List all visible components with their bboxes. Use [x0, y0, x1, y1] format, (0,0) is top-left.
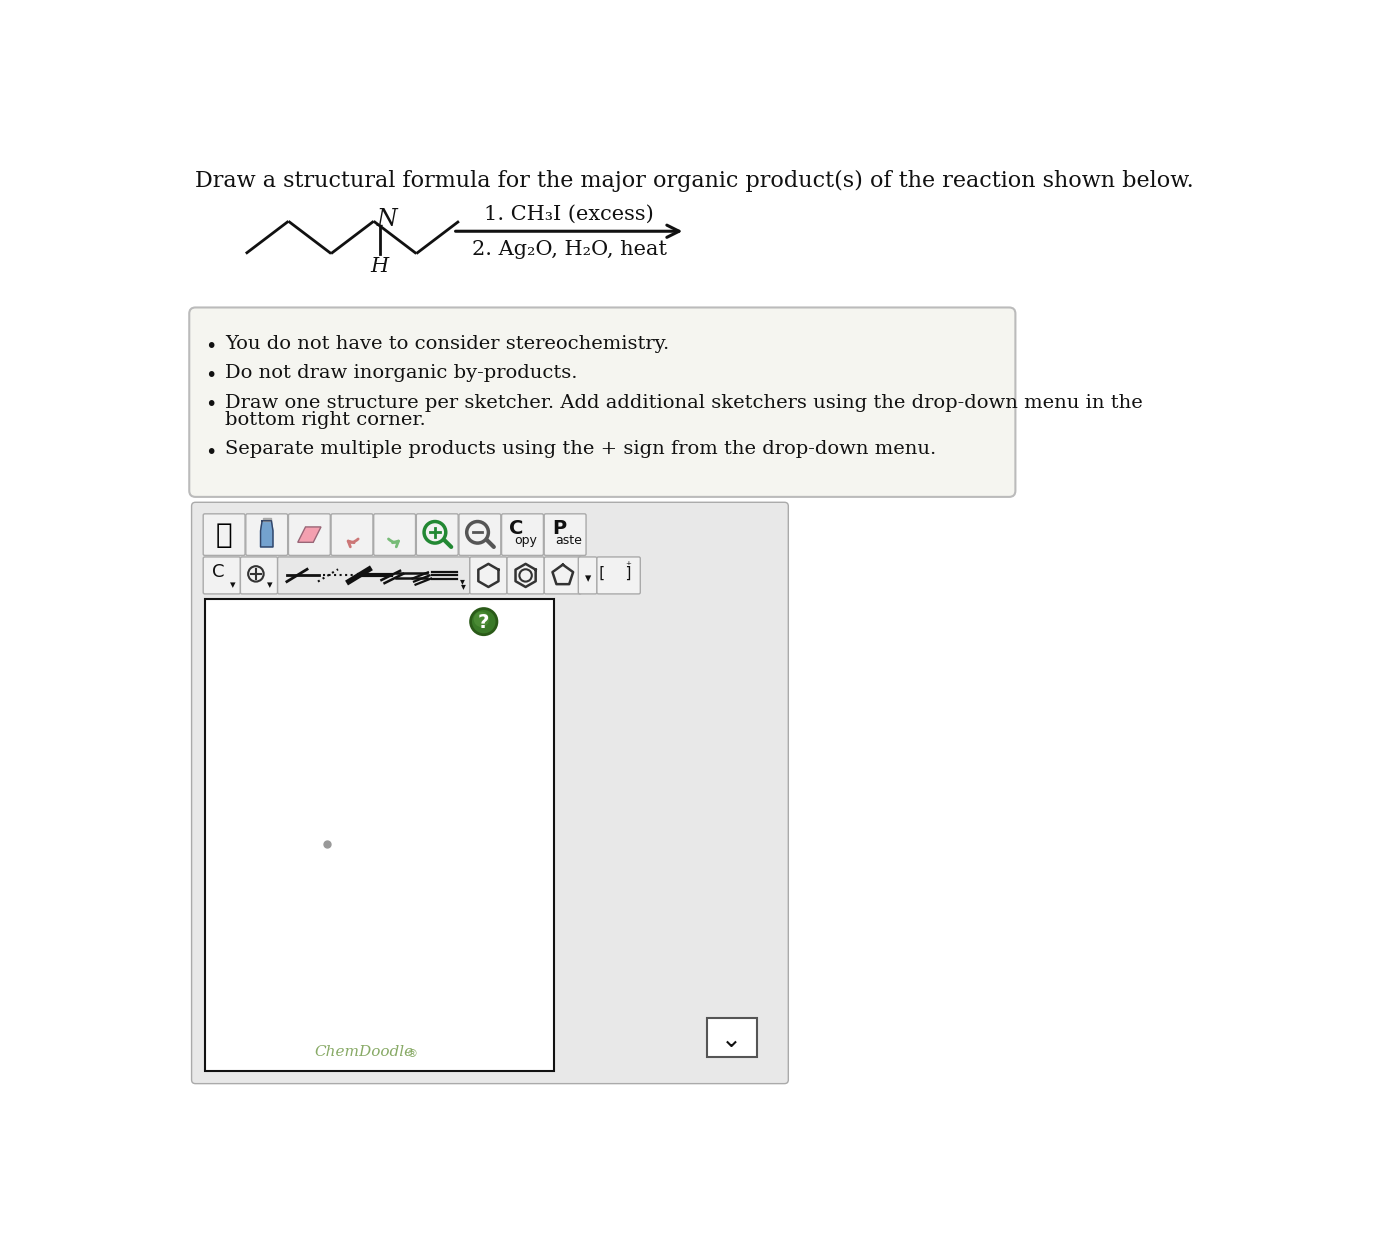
FancyBboxPatch shape	[246, 513, 288, 555]
FancyBboxPatch shape	[459, 513, 500, 555]
Text: ▾: ▾	[460, 576, 464, 586]
Circle shape	[471, 608, 498, 634]
Text: ▾: ▾	[267, 580, 272, 590]
FancyBboxPatch shape	[417, 513, 459, 555]
Polygon shape	[297, 527, 321, 542]
FancyBboxPatch shape	[278, 557, 470, 594]
FancyBboxPatch shape	[192, 502, 788, 1083]
Text: ▾: ▾	[461, 581, 466, 591]
FancyBboxPatch shape	[240, 557, 278, 594]
Text: ⌄: ⌄	[721, 1028, 742, 1051]
Text: •: •	[206, 443, 217, 462]
Circle shape	[474, 612, 489, 627]
Text: opy: opy	[514, 534, 537, 548]
Text: Draw a structural formula for the major organic product(s) of the reaction shown: Draw a structural formula for the major …	[196, 169, 1194, 191]
FancyBboxPatch shape	[203, 513, 245, 555]
Text: ChemDoodle: ChemDoodle	[314, 1045, 413, 1059]
Text: •: •	[206, 366, 217, 385]
FancyBboxPatch shape	[545, 513, 587, 555]
FancyBboxPatch shape	[374, 513, 416, 555]
Text: H: H	[371, 257, 389, 275]
Text: aste: aste	[556, 534, 582, 548]
FancyBboxPatch shape	[545, 557, 581, 594]
FancyBboxPatch shape	[189, 307, 1016, 497]
Text: ⁺: ⁺	[626, 561, 631, 571]
Bar	[708, 1018, 758, 1056]
Text: •: •	[206, 395, 217, 415]
Text: N: N	[377, 209, 396, 231]
FancyBboxPatch shape	[331, 513, 373, 555]
Text: ?: ?	[478, 613, 489, 632]
Text: ▾: ▾	[584, 573, 591, 585]
Text: 1. CH₃I (excess): 1. CH₃I (excess)	[484, 205, 653, 223]
Text: C: C	[509, 520, 524, 538]
Polygon shape	[263, 518, 271, 521]
Text: Separate multiple products using the + sign from the drop-down menu.: Separate multiple products using the + s…	[225, 439, 935, 458]
FancyBboxPatch shape	[289, 513, 331, 555]
Text: P: P	[552, 520, 566, 538]
Text: ®: ®	[407, 1049, 418, 1059]
FancyBboxPatch shape	[507, 557, 545, 594]
FancyBboxPatch shape	[502, 513, 543, 555]
Bar	[204, 598, 553, 1071]
Text: ▾: ▾	[229, 580, 235, 590]
FancyBboxPatch shape	[578, 557, 596, 594]
Text: Do not draw inorganic by-products.: Do not draw inorganic by-products.	[225, 364, 577, 383]
Text: bottom right corner.: bottom right corner.	[225, 411, 425, 428]
Polygon shape	[260, 521, 272, 547]
FancyBboxPatch shape	[596, 557, 641, 594]
Text: 🤚: 🤚	[215, 521, 232, 549]
Text: •: •	[206, 337, 217, 355]
FancyBboxPatch shape	[203, 557, 240, 594]
Text: You do not have to consider stereochemistry.: You do not have to consider stereochemis…	[225, 336, 669, 353]
Text: [  ]: [ ]	[598, 565, 634, 581]
Text: C: C	[213, 564, 225, 581]
Text: 2. Ag₂O, H₂O, heat: 2. Ag₂O, H₂O, heat	[471, 241, 666, 259]
FancyBboxPatch shape	[470, 557, 507, 594]
Text: Draw one structure per sketcher. Add additional sketchers using the drop-down me: Draw one structure per sketcher. Add add…	[225, 394, 1143, 412]
